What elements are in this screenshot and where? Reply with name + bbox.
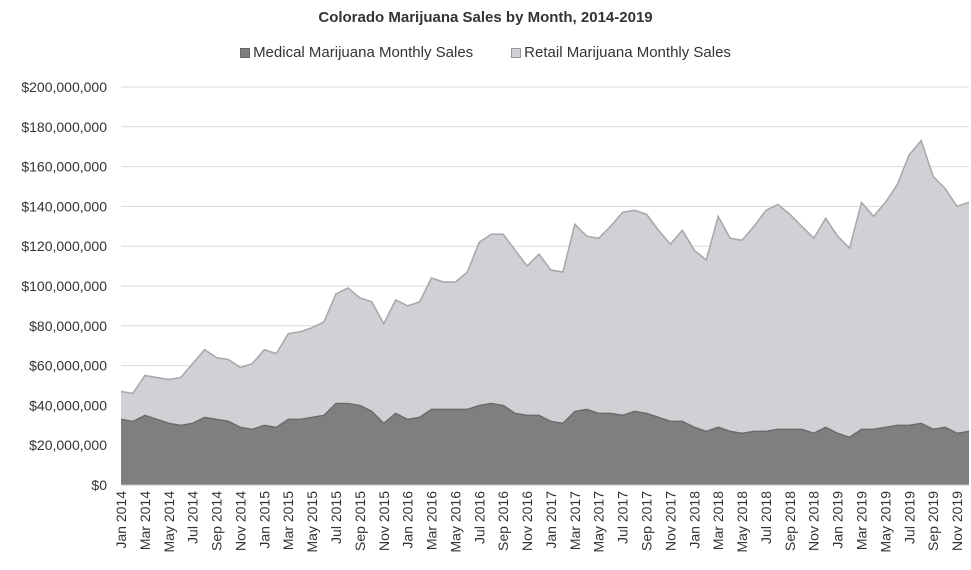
x-tick-label: Jul 2017 [615, 491, 631, 544]
x-tick-label: Mar 2019 [854, 491, 870, 550]
x-tick-label: Sep 2017 [639, 491, 655, 551]
line-medical [120, 402, 970, 439]
chart-title: Colorado Marijuana Sales by Month, 2014-… [318, 9, 653, 26]
x-tick-label: Jan 2018 [686, 491, 702, 549]
x-tick-label: Sep 2018 [782, 491, 798, 551]
x-tick-label: May 2014 [161, 491, 177, 553]
y-tick-label: $0 [91, 477, 107, 493]
legend-swatch-medical [240, 47, 251, 58]
x-tick-label: May 2016 [447, 491, 463, 553]
x-tick-label: Nov 2019 [949, 491, 965, 551]
x-tick-label: Sep 2015 [352, 491, 368, 551]
legend-swatch-retail [511, 47, 522, 58]
y-tick-label: $20,000,000 [29, 437, 107, 453]
x-tick-label: Mar 2018 [710, 491, 726, 550]
x-tick-label: Jul 2018 [758, 491, 774, 544]
y-tick-label: $80,000,000 [29, 318, 107, 334]
x-tick-label: Jul 2015 [328, 491, 344, 544]
x-tick-label: May 2018 [734, 491, 750, 553]
x-tick-label: Jan 2015 [256, 491, 272, 549]
legend-label-retail: Retail Marijuana Monthly Sales [524, 44, 731, 61]
y-tick-label: $100,000,000 [21, 278, 107, 294]
x-tick-label: Jan 2014 [113, 491, 129, 549]
legend-item-medical: Medical Marijuana Monthly Sales [240, 44, 473, 61]
y-tick-label: $60,000,000 [29, 358, 107, 374]
x-tick-label: May 2019 [877, 491, 893, 553]
x-tick-label: Sep 2019 [925, 491, 941, 551]
x-tick-label: May 2015 [304, 491, 320, 553]
y-tick-label: $200,000,000 [21, 79, 107, 95]
y-tick-label: $180,000,000 [21, 119, 107, 135]
x-tick-label: Jan 2016 [400, 491, 416, 549]
area-retail-sales [121, 140, 969, 438]
x-tick-label: Jul 2019 [901, 491, 917, 544]
area-medical-sales [121, 403, 969, 485]
x-tick-label: Jan 2019 [830, 491, 846, 549]
x-tick-label: Mar 2014 [137, 491, 153, 550]
x-tick-label: Jul 2016 [471, 491, 487, 544]
x-tick-label: Nov 2014 [232, 491, 248, 551]
legend-label-medical: Medical Marijuana Monthly Sales [253, 44, 474, 61]
x-tick-label: Sep 2016 [495, 491, 511, 551]
x-tick-label: Nov 2016 [519, 491, 535, 551]
x-tick-label: May 2017 [591, 491, 607, 553]
y-tick-label: $160,000,000 [21, 159, 107, 175]
x-tick-label: Nov 2015 [376, 491, 392, 551]
legend-item-retail: Retail Marijuana Monthly Sales [511, 44, 731, 61]
line-retail-total [120, 139, 970, 395]
x-tick-label: Mar 2017 [567, 491, 583, 550]
y-tick-label: $40,000,000 [29, 397, 107, 413]
x-tick-label: Sep 2014 [209, 491, 225, 551]
x-tick-label: Jan 2017 [543, 491, 559, 549]
y-tick-label: $140,000,000 [21, 198, 107, 214]
y-tick-label: $120,000,000 [21, 238, 107, 254]
x-tick-label: Mar 2015 [280, 491, 296, 550]
x-tick-label: Nov 2018 [806, 491, 822, 551]
x-tick-label: Nov 2017 [662, 491, 678, 551]
x-tick-label: Jul 2014 [185, 491, 201, 544]
x-tick-label: Mar 2016 [424, 491, 440, 550]
chart-legend: Medical Marijuana Monthly Sales Retail M… [0, 44, 971, 61]
